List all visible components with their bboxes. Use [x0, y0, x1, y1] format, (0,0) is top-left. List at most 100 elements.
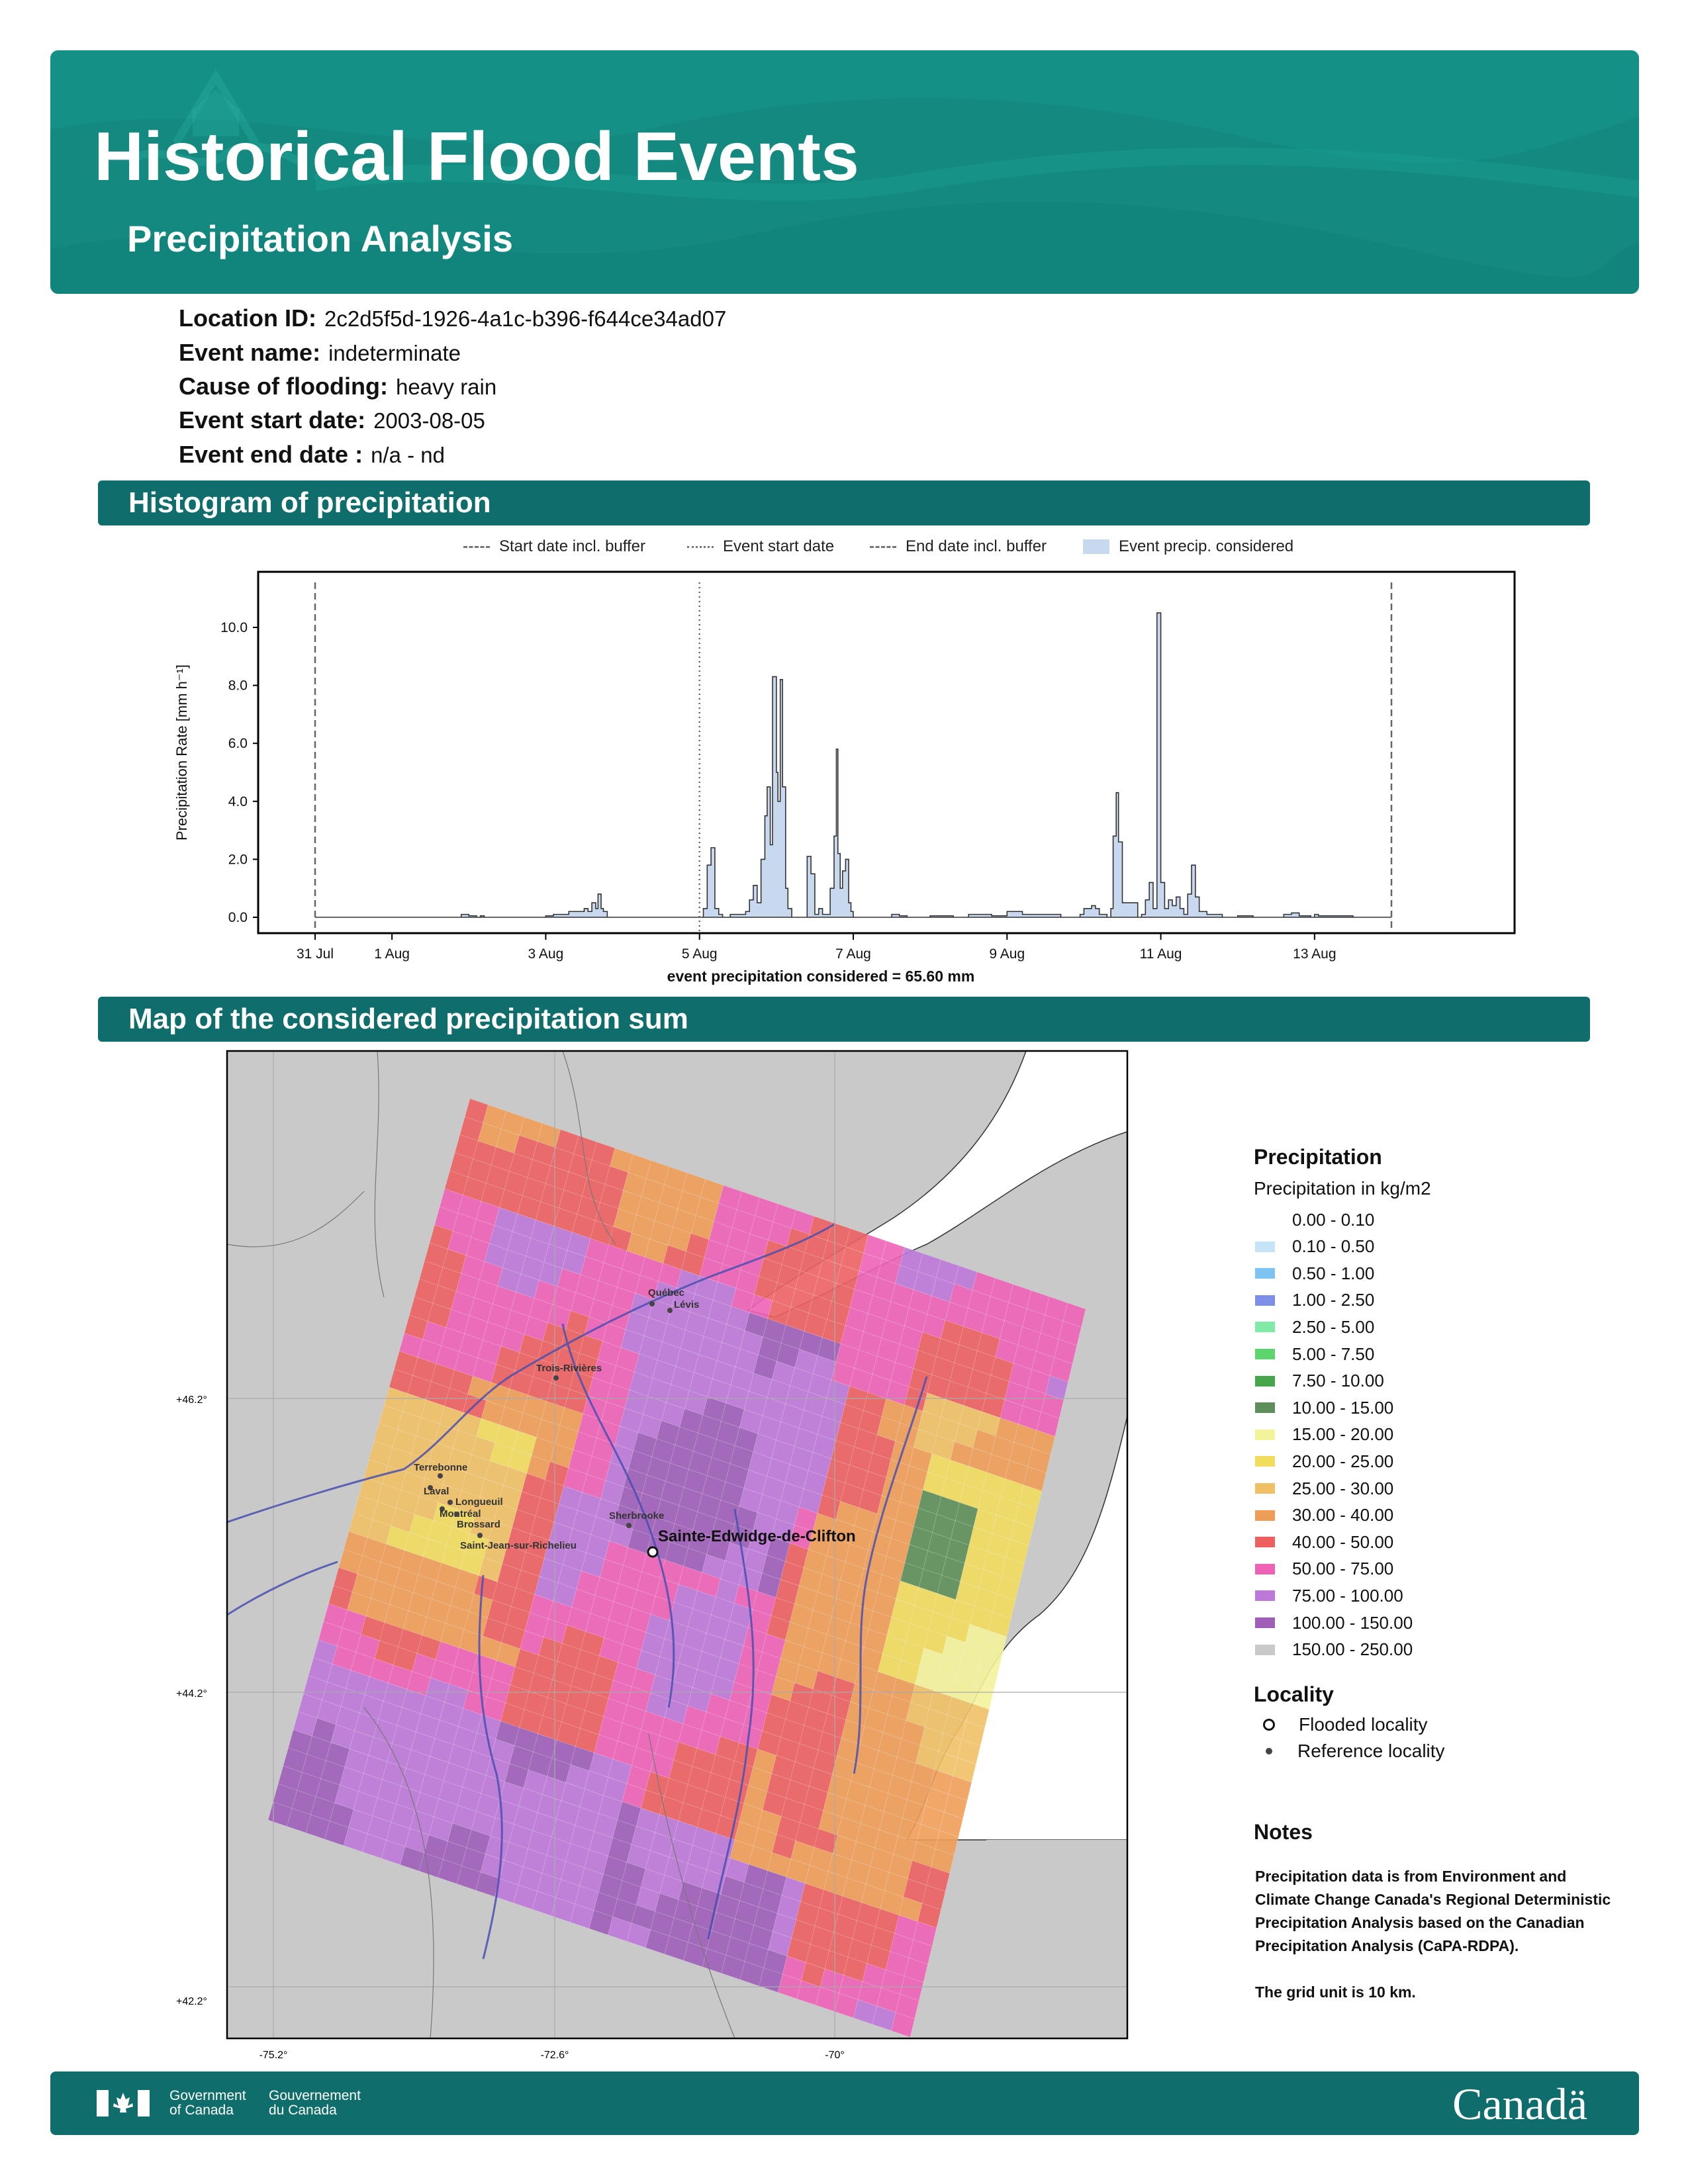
land-south [927, 1840, 1127, 2038]
legend-class-row: 2.50 - 5.00 [1255, 1315, 1374, 1339]
y-tick-label: 2.0 [228, 852, 248, 867]
reference-locality-label: Laval [424, 1486, 449, 1497]
page-subtitle: Precipitation Analysis [127, 218, 513, 259]
info-location-id: Location ID: 2c2d5f5d-1926-4a1c-b396-f644… [179, 304, 726, 332]
reference-locality-label: Lévis [674, 1299, 699, 1310]
x-tick-label: 3 Aug [528, 946, 564, 962]
map-frame [226, 1050, 1129, 2040]
notes-text: Precipitation data is from Environment a… [1255, 1865, 1613, 2004]
color-swatch-icon [1255, 1349, 1275, 1359]
legend-class-label: 20.00 - 25.00 [1292, 1451, 1394, 1471]
x-tick-label: 7 Aug [835, 946, 871, 962]
legend-class-row: 75.00 - 100.00 [1255, 1584, 1403, 1608]
legend-label: Event precip. considered [1119, 537, 1294, 555]
color-swatch-icon [1255, 1268, 1275, 1279]
color-swatch-icon [1255, 1510, 1275, 1521]
legend-title: Precipitation [1254, 1145, 1382, 1169]
legend-flooded: Flooded locality [1263, 1714, 1428, 1735]
legend-class-label: 10.00 - 15.00 [1292, 1397, 1394, 1418]
reference-locality-marker [447, 1500, 453, 1505]
legend-class-label: 0.00 - 0.10 [1292, 1209, 1375, 1230]
legend-start-buffer: Start date incl. buffer [463, 537, 645, 556]
notes-paragraph: Precipitation data is from Environment a… [1255, 1868, 1611, 1954]
y-tick-label: 0.0 [228, 910, 248, 925]
reference-locality-marker [428, 1485, 433, 1490]
color-swatch-icon [1255, 1322, 1275, 1333]
info-value: 2003-08-05 [373, 408, 485, 433]
legend-class-label: 1.00 - 2.50 [1292, 1290, 1375, 1310]
legend-class-label: 5.00 - 7.50 [1292, 1343, 1375, 1364]
legend-class-row: 0.50 - 1.00 [1255, 1261, 1374, 1285]
legend-precip: Event precip. considered [1083, 537, 1293, 556]
reference-locality-label: Montréal [440, 1508, 481, 1520]
graticule [227, 1051, 1127, 2038]
color-swatch-icon [1255, 1483, 1275, 1494]
legend-class-label: 150.00 - 250.00 [1292, 1639, 1413, 1660]
x-axis-label: event precipitation considered = 65.60 m… [667, 968, 975, 985]
reference-locality-label: Longueuil [455, 1496, 503, 1508]
legend-label: End date incl. buffer [906, 537, 1047, 555]
footer: Government of Canada Gouvernement du Can… [50, 2071, 1639, 2135]
reference-locality-marker [626, 1523, 632, 1528]
color-swatch-icon [1255, 1402, 1275, 1414]
reference-locality-marker [667, 1308, 673, 1313]
legend-class-row: 25.00 - 30.00 [1255, 1477, 1393, 1500]
reference-locality-label: Terrebonne [414, 1462, 467, 1473]
legend-class-row: 100.00 - 150.00 [1255, 1611, 1413, 1635]
reference-locality-label: Sherbrooke [609, 1510, 664, 1522]
color-swatch-icon [1255, 1429, 1275, 1440]
lat-label: +46.2° [176, 1394, 207, 1406]
legend-class-row: 5.00 - 7.50 [1255, 1342, 1374, 1366]
legend-label: Start date incl. buffer [499, 537, 646, 555]
section-histogram-header: Histogram of precipitation [98, 480, 1590, 525]
reference-locality-label: Brossard [457, 1519, 500, 1530]
reference-locality-icon [1266, 1748, 1272, 1754]
notes-title: Notes [1254, 1820, 1313, 1844]
legend-class-label: 15.00 - 20.00 [1292, 1424, 1394, 1445]
info-cause: Cause of flooding: heavy rain [179, 373, 496, 400]
info-event-name: Event name: indeterminate [179, 339, 461, 367]
government-of-canada-en: Government of Canada [169, 2088, 246, 2118]
color-swatch-icon [1255, 1375, 1275, 1387]
reference-locality-marker [438, 1473, 443, 1479]
reference-locality-marker [440, 1506, 445, 1512]
lon-label: -72.6° [541, 2050, 569, 2061]
legend-class-row: 20.00 - 25.00 [1255, 1449, 1393, 1473]
legend-class-label: 25.00 - 30.00 [1292, 1478, 1394, 1498]
color-swatch-icon [1255, 1590, 1275, 1602]
x-tick-label: 1 Aug [374, 946, 410, 962]
info-key: Location ID: [179, 304, 316, 332]
flooded-locality-marker [647, 1546, 659, 1558]
y-axis-label: Precipitation Rate [mm h⁻¹] [173, 664, 190, 841]
legend-label: Event start date [723, 537, 835, 555]
legend-class-row: 1.00 - 2.50 [1255, 1289, 1374, 1312]
info-key: Cause of flooding: [179, 373, 388, 400]
wave-decoration-icon [50, 50, 1639, 294]
dashed-line-icon [463, 545, 490, 548]
legend-class-label: 0.50 - 1.00 [1292, 1263, 1375, 1283]
boundaries [227, 1051, 735, 2038]
legend-class-label: 75.00 - 100.00 [1292, 1585, 1403, 1606]
legend-class-label: 40.00 - 50.00 [1292, 1531, 1394, 1552]
info-key: Event name: [179, 339, 321, 366]
reference-locality-marker [649, 1301, 655, 1306]
lon-label: -70° [825, 2050, 845, 2061]
legend-class-label: 50.00 - 75.00 [1292, 1559, 1394, 1579]
legend-class-label: 100.00 - 150.00 [1292, 1612, 1413, 1633]
color-swatch-icon [1255, 1617, 1275, 1628]
legend-label: Flooded locality [1299, 1714, 1428, 1735]
legend-class-label: 0.10 - 0.50 [1292, 1236, 1375, 1257]
plot-frame [257, 570, 1516, 934]
precipitation-series [315, 612, 1391, 918]
info-value: heavy rain [395, 375, 497, 399]
info-value: indeterminate [328, 341, 461, 365]
reference-locality-marker [454, 1512, 459, 1517]
x-tick-label: 5 Aug [682, 946, 718, 962]
legend-class-row: 150.00 - 250.00 [1255, 1638, 1413, 1662]
precip-grid-cell [891, 2012, 915, 2038]
legend-event-start: Event start date [687, 537, 834, 556]
canada-flag-icon [97, 2090, 150, 2116]
y-tick-label: 4.0 [228, 794, 248, 809]
legend-class-row: 15.00 - 20.00 [1255, 1423, 1393, 1447]
